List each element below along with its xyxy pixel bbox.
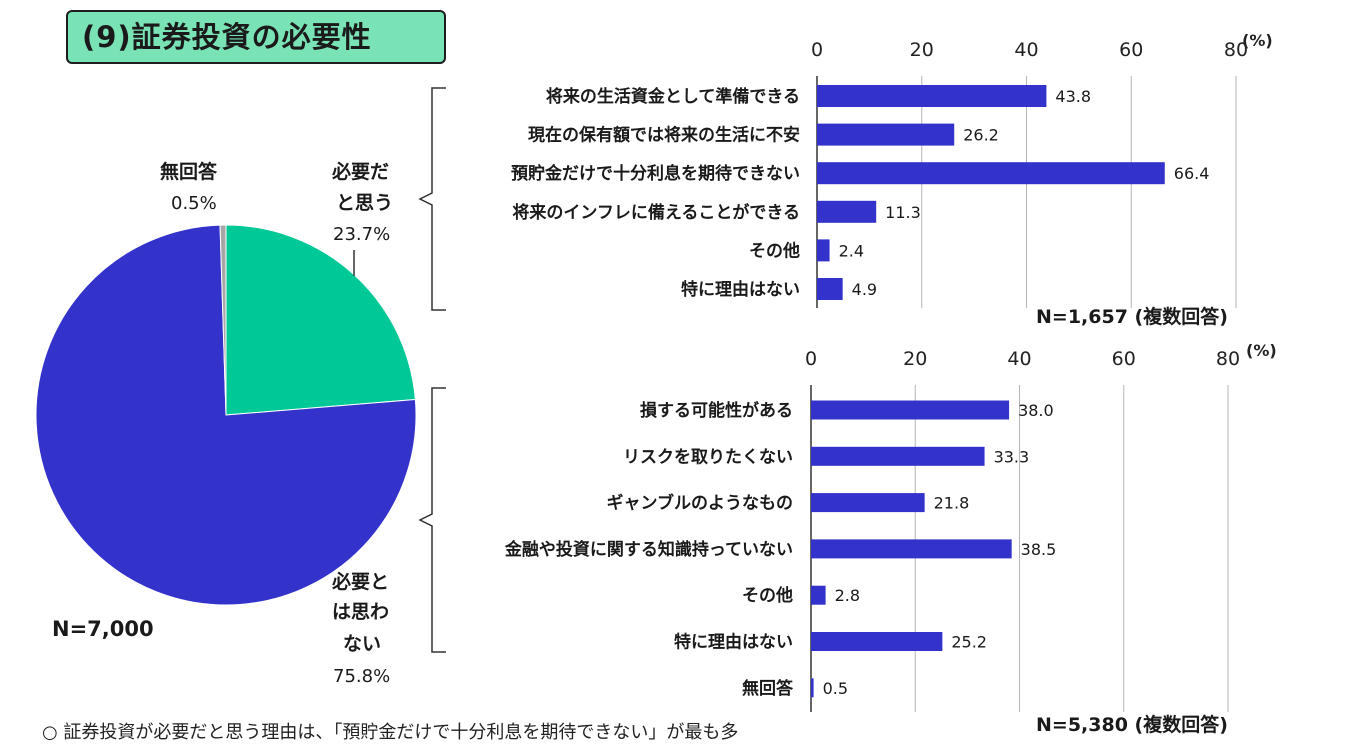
chart2-tick-3: 60 [1112, 348, 1136, 370]
chart2-category-label-3: 金融や投資に関する知識持っていない [504, 539, 793, 560]
chart2-bar-3 [811, 539, 1012, 559]
pie-pct-no-answer: 0.5% [171, 193, 217, 214]
pie-label-necessary-line2: と思う [336, 192, 394, 214]
chart1-value-label-4: 2.4 [839, 241, 864, 260]
chart2-value-label-2: 21.8 [934, 494, 970, 513]
chart2-bar-1 [811, 446, 985, 466]
chart1-category-label-2: 預貯金だけで十分利息を期待できない [511, 163, 800, 184]
chart1-tick-2: 40 [1014, 39, 1038, 61]
chart1-bar-3 [817, 200, 877, 223]
chart2-category-label-6: 無回答 [742, 678, 794, 699]
chart1-value-label-5: 4.9 [852, 280, 877, 299]
chart2-bar-5 [811, 632, 943, 651]
chart2-category-label-0: 損する可能性がある [640, 400, 793, 421]
chart1-bar-0 [817, 85, 1047, 107]
pie-slice-1 [35, 224, 417, 606]
chart2-value-label-1: 33.3 [994, 447, 1030, 466]
chart1-bar-4 [817, 239, 830, 262]
chart2-value-label-3: 38.5 [1021, 540, 1057, 559]
bar-chart-necessary-reasons: 0 20 40 60 80(%) 将来の生活資金として準備できる 43.8 現在の保有額では将… [511, 31, 1273, 308]
bar-chart-unnecessary-reasons: 0 20 40 60 80 (%) 損する可能性がある 38.0 リスクを取りたくない 33.3 ギ… [504, 341, 1277, 712]
chart2-tick-1: 20 [903, 348, 927, 370]
chart2-tick-0: 0 [805, 348, 817, 370]
chart2-category-label-2: ギャンブルのようなもの [607, 493, 794, 514]
pie-chart [35, 224, 417, 606]
pie-pct-unnecessary: 75.8% [333, 666, 391, 687]
chart2-value-label-0: 38.0 [1018, 401, 1054, 420]
chart1-value-label-3: 11.3 [885, 203, 921, 222]
brackets [418, 87, 446, 653]
chart2-tick-2: 40 [1007, 348, 1031, 370]
chart1-tick-0: 0 [811, 39, 823, 61]
chart2-tick-4: 80 [1216, 348, 1240, 370]
chart2-value-label-4: 2.8 [835, 586, 860, 605]
chart2-bar-4 [811, 585, 826, 605]
pie-slice-2 [219, 224, 227, 416]
chart2-category-label-4: その他 [742, 585, 793, 606]
pie-label-unnecessary-line3: ない [343, 633, 382, 655]
chart1-value-label-1: 26.2 [963, 126, 999, 145]
chart2-category-label-5: 特に理由はない [674, 632, 793, 653]
pie-label-unnecessary-line2: は思わ [332, 601, 390, 623]
chart1-category-label-0: 将来の生活資金として準備できる [546, 86, 800, 107]
chart1-category-label-5: 特に理由はない [681, 279, 800, 300]
chart1-bar-5 [817, 278, 843, 300]
chart1-value-label-2: 66.4 [1174, 164, 1210, 183]
chart2-bar-6 [811, 678, 814, 698]
pie-sample-size: N=7,000 [52, 617, 154, 641]
pie-pct-necessary: 23.7% [333, 224, 391, 245]
chart2-bar-2 [811, 493, 925, 513]
chart2-category-label-1: リスクを取りたくない [623, 447, 793, 467]
chart2-value-label-6: 0.5 [823, 679, 848, 698]
chart1-category-label-3: 将来のインフレに備えることができる [512, 202, 800, 223]
footer-text: ○ 証券投資が必要だと思う理由は、「預貯金だけで十分利息を期待できない」が最も多 [42, 722, 739, 743]
chart2-bar-0 [811, 400, 1010, 420]
chart1-tick-4: 80 [1224, 39, 1248, 61]
chart1-tick-1: 20 [910, 39, 934, 61]
chart1-unit: (%) [1242, 31, 1273, 50]
bracket-necessary [418, 87, 446, 311]
pie-label-no-answer: 無回答 [160, 161, 218, 183]
page-title: (9)証券投資の必要性 [66, 10, 446, 64]
pie-slice-0 [225, 224, 416, 416]
chart1-bar-2 [817, 162, 1165, 185]
chart1-tick-3: 60 [1119, 39, 1143, 61]
chart2-value-label-5: 25.2 [951, 633, 987, 652]
chart1-category-label-4: その他 [749, 240, 800, 261]
chart1-sample-note: N=1,657 (複数回答) [1036, 306, 1228, 328]
chart2-unit: (%) [1246, 341, 1277, 360]
pie-label-necessary-line1: 必要だ [332, 161, 390, 183]
chart1-category-label-1: 現在の保有額では将来の生活に不安 [528, 125, 800, 146]
chart2-sample-note: N=5,380 (複数回答) [1036, 714, 1228, 736]
chart1-bar-1 [817, 123, 955, 146]
chart1-value-label-0: 43.8 [1055, 87, 1091, 106]
pie-label-unnecessary-line1: 必要と [332, 571, 390, 593]
bracket-unnecessary [418, 387, 446, 653]
